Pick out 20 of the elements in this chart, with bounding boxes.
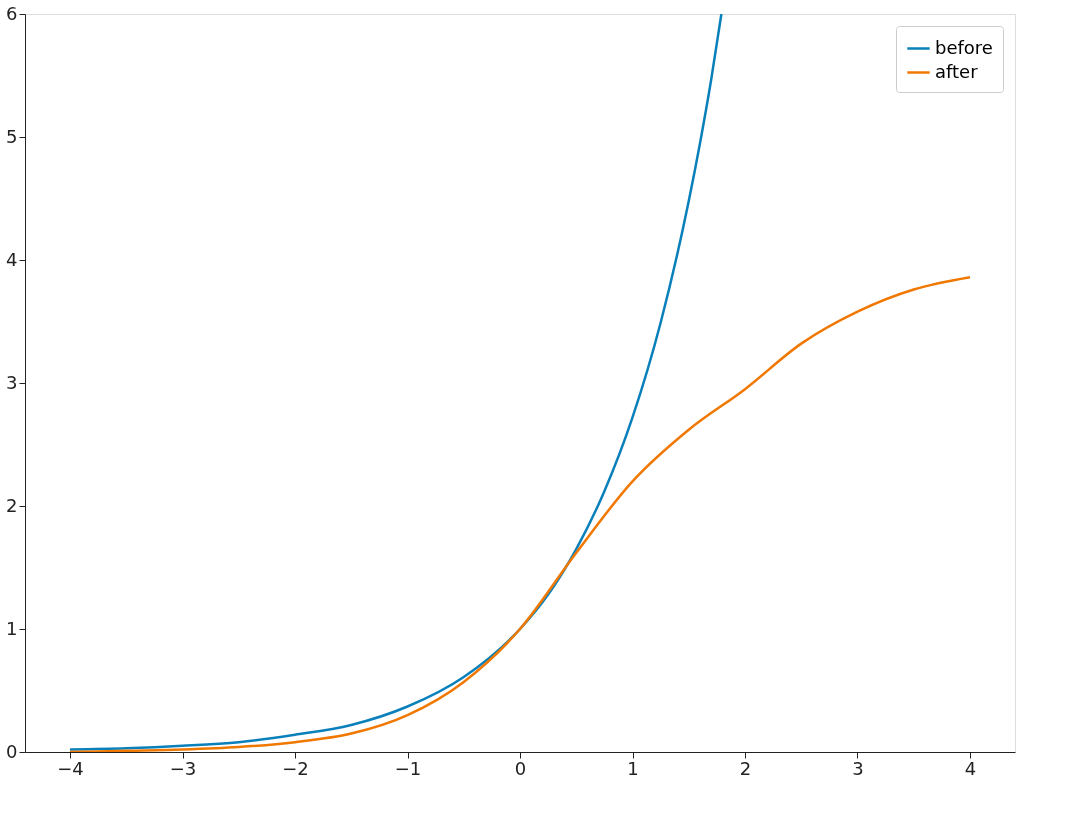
y-tick-label: 5 — [6, 125, 18, 147]
y-tick-label: 6 — [6, 2, 18, 24]
y-tick-label: 1 — [6, 617, 18, 639]
x-tick-label: −1 — [394, 757, 422, 779]
x-tick-label: 0 — [514, 757, 527, 779]
y-tick-label: 4 — [6, 248, 18, 270]
x-tick-label: 2 — [739, 757, 752, 779]
line-series — [68, 14, 723, 751]
x-tick-label: 1 — [627, 757, 639, 779]
x-tick-label: 3 — [852, 757, 864, 779]
x-tick-label: −3 — [169, 757, 197, 779]
y-tick-label: 2 — [6, 494, 18, 516]
x-tick-label: −2 — [282, 757, 309, 779]
legend-label: after — [935, 60, 979, 82]
x-tick-label: 4 — [964, 757, 977, 779]
y-tick-label: 0 — [6, 740, 18, 762]
y-tick-label: 3 — [6, 371, 18, 393]
legend-label: before — [935, 36, 993, 58]
line-series — [68, 275, 972, 752]
x-tick-label: −4 — [57, 757, 84, 779]
